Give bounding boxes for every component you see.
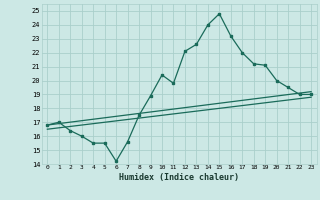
X-axis label: Humidex (Indice chaleur): Humidex (Indice chaleur) — [119, 173, 239, 182]
